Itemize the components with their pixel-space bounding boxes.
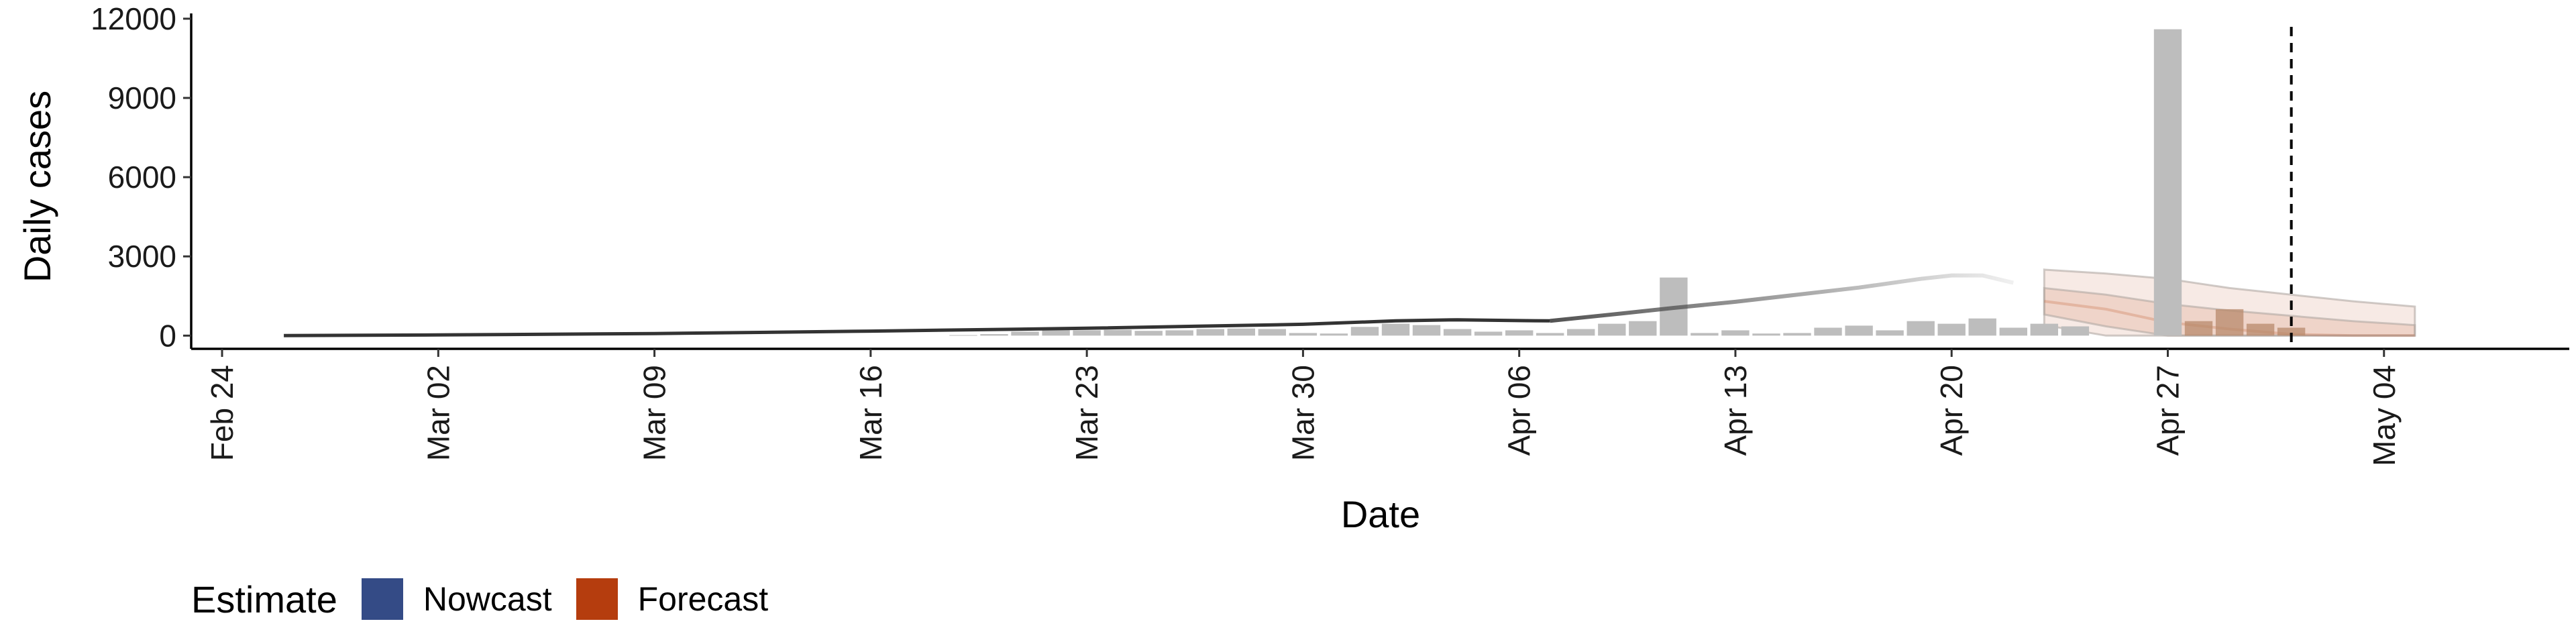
x-tick-label-2020-03-30: Mar 30 <box>1285 365 1320 461</box>
x-tick-label-2020-04-06: Apr 06 <box>1502 365 1537 456</box>
bar-2020-04-23 <box>2030 323 2058 336</box>
bar-2020-03-19 <box>949 335 977 336</box>
bar-2020-03-30 <box>1289 333 1318 336</box>
nowcast-line <box>1550 273 2014 323</box>
legend-item-nowcast: Nowcast <box>361 578 552 620</box>
bar-2020-03-29 <box>1258 329 1286 336</box>
bar-2020-03-26 <box>1165 330 1193 336</box>
legend-label-forecast: Forecast <box>637 580 769 618</box>
x-tick-label-2020-04-27: Apr 27 <box>2151 365 2186 456</box>
bar-2020-04-21 <box>1968 318 1996 336</box>
bar-2020-04-27 <box>2153 29 2182 336</box>
legend: Estimate Nowcast Forecast <box>191 576 792 623</box>
bar-2020-04-08 <box>1567 329 1595 336</box>
bar-2020-03-31 <box>1320 333 1348 336</box>
bar-2020-04-04 <box>1443 329 1472 336</box>
estimate-line <box>284 318 1550 337</box>
bar-2020-04-15 <box>1783 333 1811 336</box>
x-tick-label-2020-04-20: Apr 20 <box>1934 365 1969 456</box>
bar-2020-03-25 <box>1134 331 1163 336</box>
bar-2020-04-12 <box>1690 333 1719 336</box>
x-tick-label-2020-03-02: Mar 02 <box>421 365 455 461</box>
y-tick-label-3000: 3000 <box>108 239 176 274</box>
x-tick-label-2020-04-13: Apr 13 <box>1718 365 1753 456</box>
bar-2020-04-06 <box>1505 330 1534 336</box>
bar-2020-04-10 <box>1629 321 1657 336</box>
bar-2020-03-20 <box>980 334 1008 336</box>
legend-label-nowcast: Nowcast <box>423 580 552 618</box>
bar-2020-04-30 <box>2246 323 2275 336</box>
y-tick-label-12000: 12000 <box>91 1 176 36</box>
bar-2020-04-03 <box>1412 325 1441 336</box>
bar-2020-04-02 <box>1381 323 1410 336</box>
bar-2020-04-22 <box>1999 327 2027 336</box>
bar-2020-05-01 <box>2277 327 2306 336</box>
lines-group <box>284 27 2293 349</box>
bar-2020-03-21 <box>1011 331 1039 336</box>
x-tick-label-2020-05-04: May 04 <box>2367 365 2402 466</box>
bar-2020-03-22 <box>1042 329 1070 336</box>
bar-2020-04-07 <box>1536 333 1564 336</box>
legend-swatch-forecast <box>576 578 618 620</box>
bar-2020-04-01 <box>1350 327 1379 336</box>
y-tick-label-9000: 9000 <box>108 80 176 115</box>
legend-item-forecast: Forecast <box>576 578 769 620</box>
bar-2020-04-29 <box>2215 309 2244 336</box>
bar-2020-04-14 <box>1752 333 1780 336</box>
bar-2020-04-16 <box>1814 327 1842 336</box>
bar-2020-04-19 <box>1907 321 1935 336</box>
bar-2020-04-05 <box>1474 331 1503 336</box>
bar-2020-04-13 <box>1721 330 1750 336</box>
bar-2020-03-27 <box>1196 329 1224 336</box>
bar-2020-04-24 <box>2061 326 2090 336</box>
x-tick-label-2020-03-09: Mar 09 <box>637 365 672 461</box>
bar-2020-04-18 <box>1876 330 1904 336</box>
legend-swatch-nowcast <box>361 578 403 620</box>
bar-2020-04-09 <box>1598 323 1626 336</box>
x-tick-label-2020-03-16: Mar 16 <box>853 365 888 461</box>
y-axis-title: Daily cases <box>16 91 58 282</box>
bar-2020-04-28 <box>2184 321 2213 336</box>
y-tick-label-0: 0 <box>159 318 176 353</box>
x-tick-label-2020-03-23: Mar 23 <box>1069 365 1104 461</box>
bar-2020-04-17 <box>1845 325 1873 336</box>
legend-title: Estimate <box>191 578 337 621</box>
bar-2020-03-28 <box>1227 328 1255 336</box>
bar-2020-04-20 <box>1937 323 1966 336</box>
x-axis-title: Date <box>1341 493 1420 535</box>
bar-2020-03-23 <box>1073 330 1101 336</box>
x-tick-label-2020-02-24: Feb 24 <box>205 365 239 461</box>
bar-2020-03-24 <box>1104 329 1132 336</box>
bars-group <box>949 29 2306 336</box>
axes-group: 0 3000 6000 9000 12000 Feb 24 Mar 02 Mar 09 Mar … <box>91 1 2569 466</box>
chart-svg: 0 3000 6000 9000 12000 Feb 24 Mar 02 Mar 09 Mar … <box>16 1 2569 535</box>
y-tick-label-6000: 6000 <box>108 160 176 195</box>
